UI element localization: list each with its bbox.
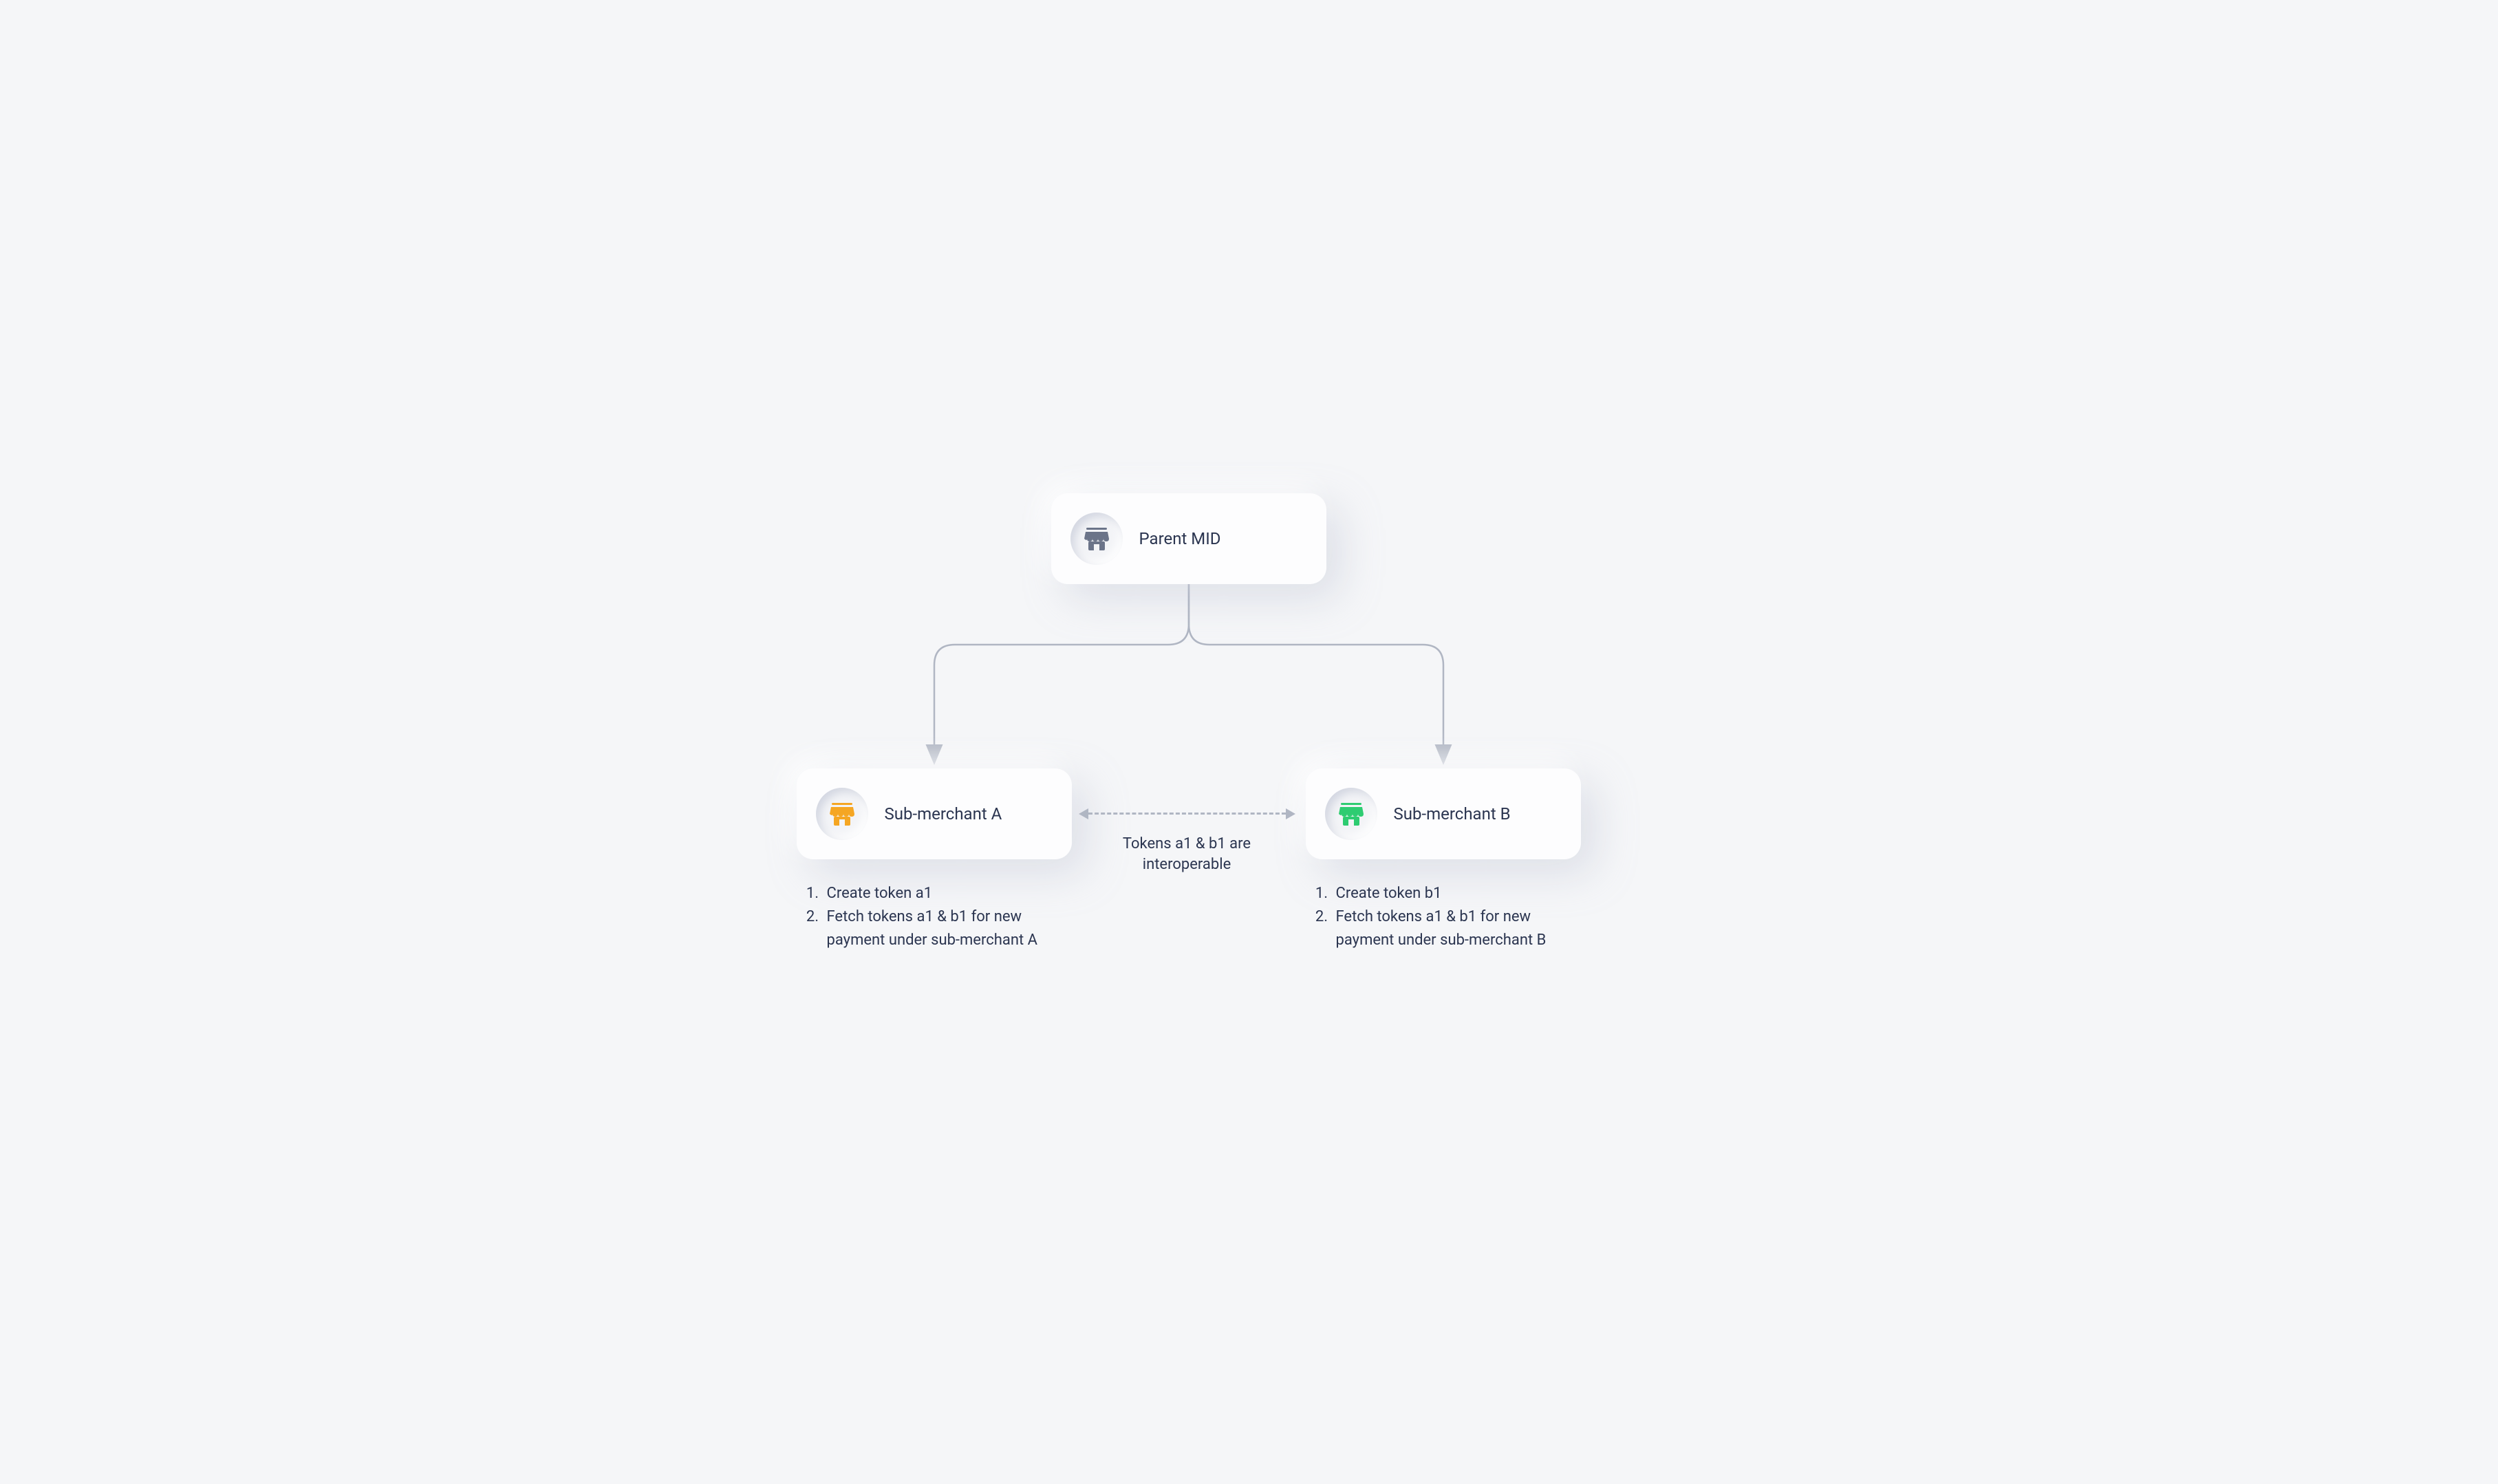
sub-a-label: Sub-merchant A <box>885 804 1002 824</box>
steps-b-list: Create token b1 Fetch tokens a1 & b1 for… <box>1313 882 1588 952</box>
arrow-left-icon <box>1079 808 1088 819</box>
store-icon <box>1083 525 1110 552</box>
dashed-line <box>1088 813 1286 815</box>
sub-a-node: Sub-merchant A <box>797 768 1072 859</box>
arrow-right-icon <box>1286 808 1295 819</box>
parent-icon-circle <box>1070 513 1123 565</box>
store-icon <box>828 800 856 828</box>
interop-label: Tokens a1 & b1 are interoperable <box>1113 834 1261 877</box>
sub-a-icon-circle <box>816 788 868 840</box>
interop-line1: Tokens a1 & b1 are <box>1123 835 1251 852</box>
store-icon <box>1337 800 1365 828</box>
list-item: Create token b1 <box>1332 882 1588 905</box>
list-item: Fetch tokens a1 & b1 for new payment und… <box>1332 905 1588 952</box>
sub-b-node: Sub-merchant B <box>1306 768 1581 859</box>
parent-node: Parent MID <box>1051 493 1326 584</box>
list-item: Fetch tokens a1 & b1 for new payment und… <box>823 905 1079 952</box>
interop-line2: interoperable <box>1143 856 1231 873</box>
sub-b-icon-circle <box>1325 788 1377 840</box>
interop-connector <box>1079 808 1295 819</box>
list-item: Create token a1 <box>823 882 1079 905</box>
steps-a-list: Create token a1 Fetch tokens a1 & b1 for… <box>804 882 1079 952</box>
diagram-root: Parent MID Sub-merchant A Sub-merchant B <box>749 445 1750 1040</box>
parent-label: Parent MID <box>1139 529 1221 548</box>
sub-b-label: Sub-merchant B <box>1394 804 1511 824</box>
